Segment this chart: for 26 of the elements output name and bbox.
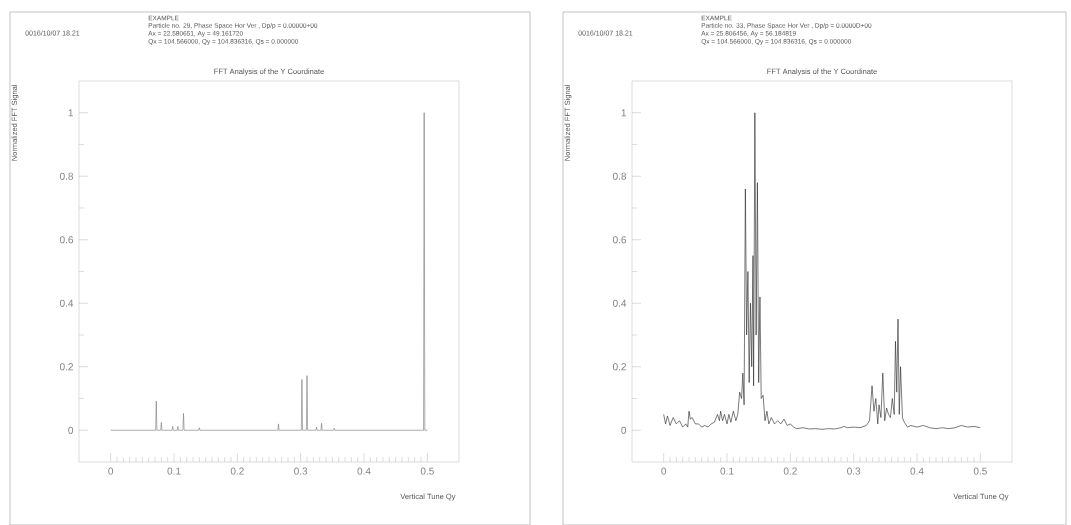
- line-series: [110, 112, 428, 431]
- y-tick-label: 0.8: [59, 172, 74, 180]
- y-tick-label: 0.8: [612, 172, 627, 180]
- x-tick-label: 0.4: [910, 467, 924, 475]
- x-tick-label: 0.2: [783, 467, 797, 475]
- x-tick-label: 0.5: [973, 467, 987, 475]
- x-tick-label: 0.2: [230, 467, 244, 475]
- x-tick-label: 0.1: [720, 467, 734, 475]
- y-tick-label: 0.4: [612, 299, 627, 307]
- x-tick-label: 0.3: [294, 467, 308, 475]
- x-tick-label: 0.4: [357, 467, 371, 475]
- y-tick-label: 0.6: [59, 236, 74, 244]
- x-tick-label: 0.3: [847, 467, 861, 475]
- x-tick-label: 0: [661, 467, 667, 475]
- line-series: [663, 112, 981, 430]
- x-tick-label: 0: [108, 467, 114, 475]
- y-tick-label: 1: [621, 109, 626, 117]
- y-tick-label: 0: [621, 426, 627, 434]
- y-tick-label: 0.2: [612, 363, 626, 371]
- y-tick-label: 0: [68, 426, 74, 434]
- y-tick-label: 0.2: [59, 363, 73, 371]
- y-tick-label: 0.4: [59, 299, 74, 307]
- y-tick-label: 1: [68, 109, 73, 117]
- y-tick-label: 0.6: [612, 236, 627, 244]
- x-tick-label: 0.1: [167, 467, 181, 475]
- x-tick-label: 0.5: [420, 467, 434, 475]
